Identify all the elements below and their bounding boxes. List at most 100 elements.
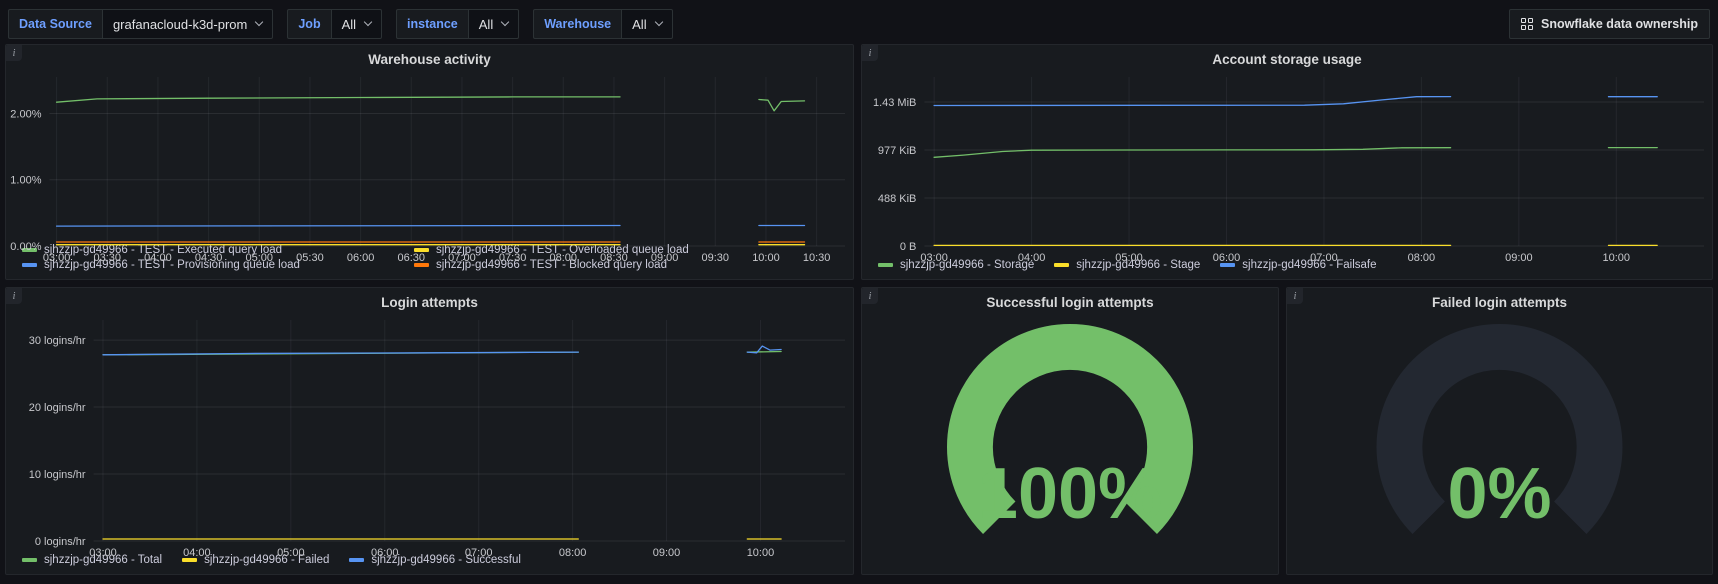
panel-info-icon[interactable]: i [1287,288,1303,304]
legend-item[interactable]: sjhzzjp-gd49966 - Storage [878,259,1034,271]
account-storage-plot[interactable]: 03:00 04:00 05:00 06:00 07:00 08:00 09:00 10:00… [862,69,1712,264]
legend-swatch-icon [22,558,37,562]
var-value-datasource: grafanacloud-k3d-prom [112,16,248,32]
legend-swatch-icon [414,248,429,252]
svg-text:03:00: 03:00 [920,252,948,264]
svg-text:03:00: 03:00 [43,252,71,264]
svg-text:08:00: 08:00 [559,547,587,559]
var-group-datasource: Data Source grafanacloud-k3d-prom [8,9,274,39]
legend-item[interactable]: sjhzzjp-gd49966 - TEST - Blocked query l… [414,259,786,271]
svg-text:07:30: 07:30 [499,252,527,264]
svg-text:06:00: 06:00 [347,252,375,264]
var-label-datasource: Data Source [8,9,102,39]
legend-swatch-icon [414,263,429,267]
svg-text:30 logins/hr: 30 logins/hr [29,335,86,347]
panel-title-warehouse-activity[interactable]: Warehouse activity [368,52,491,67]
svg-text:03:30: 03:30 [93,252,121,264]
svg-text:09:00: 09:00 [1505,252,1533,264]
successful-login-gauge: 100% [862,312,1278,574]
svg-text:09:00: 09:00 [653,547,681,559]
panel-info-icon[interactable]: i [862,288,878,304]
snowflake-data-ownership-button[interactable]: Snowflake data ownership [1509,9,1710,39]
svg-text:10:00: 10:00 [752,252,780,264]
legend-item[interactable]: sjhzzjp-gd49966 - TEST - Overloaded queu… [414,244,786,256]
chevron-down-icon [363,17,373,27]
legend-label: sjhzzjp-gd49966 - TEST - Overloaded queu… [436,244,689,256]
legend-item[interactable]: sjhzzjp-gd49966 - TEST - Executed query … [22,244,394,256]
var-group-warehouse: Warehouse All [533,9,673,39]
legend-swatch-icon [182,558,198,562]
var-label-warehouse: Warehouse [533,9,622,39]
grid-icon [1521,18,1534,30]
var-select-datasource[interactable]: grafanacloud-k3d-prom [101,9,274,39]
panel-title-login-attempts[interactable]: Login attempts [381,295,478,310]
svg-text:04:30: 04:30 [195,252,223,264]
var-group-instance: instance All [396,9,520,39]
legend-label: sjhzzjp-gd49966 - TEST - Blocked query l… [436,259,667,271]
chart-legend: sjhzzjp-gd49966 - Storage sjhzzjp-gd49966… [862,256,1712,279]
panel-title-failed-login-attempts[interactable]: Failed login attempts [1431,295,1567,310]
legend-item[interactable]: sjhzzjp-gd49966 - Failed [182,554,329,566]
svg-text:20 logins/hr: 20 logins/hr [29,402,86,414]
login-attempts-plot[interactable]: 03:00 04:00 05:00 06:00 07:00 08:00 09:00 10:00… [6,312,853,559]
svg-text:0%: 0% [1447,454,1551,534]
legend-label: sjhzzjp-gd49966 - Storage [900,259,1035,271]
panel-info-icon[interactable]: i [6,45,22,61]
legend-swatch-icon [22,248,37,252]
svg-text:05:30: 05:30 [296,252,324,264]
svg-text:04:00: 04:00 [144,252,172,264]
panel-info-icon[interactable]: i [6,288,22,304]
legend-item[interactable]: sjhzzjp-gd49966 - Stage [1054,259,1200,271]
svg-text:06:00: 06:00 [371,547,399,559]
warehouse-activity-plot[interactable]: 03:00 03:30 04:00 04:30 05:00 05:30 06:00 06:30… [6,69,853,264]
legend-label: sjhzzjp-gd49966 - Failsafe [1242,259,1377,271]
legend-item[interactable]: sjhzzjp-gd49966 - Failsafe [1220,259,1377,271]
svg-text:10:00: 10:00 [747,547,775,559]
svg-text:10:00: 10:00 [1603,252,1631,264]
svg-text:06:30: 06:30 [398,252,426,264]
svg-text:0 logins/hr: 0 logins/hr [35,536,86,548]
panel-login-attempts: i Login attempts 03:00 04:00 05:00 06:00 07:… [5,287,854,575]
legend-label: sjhzzjp-gd49966 - Total [44,554,163,566]
var-value-warehouse: All [632,16,647,32]
var-group-job: Job All [287,9,383,39]
svg-text:0 B: 0 B [900,241,917,253]
svg-text:04:00: 04:00 [183,547,211,559]
legend-label: sjhzzjp-gd49966 - TEST - Executed query … [44,244,283,256]
svg-text:05:00: 05:00 [246,252,274,264]
var-label-instance: instance [396,9,468,39]
svg-text:08:00: 08:00 [1408,252,1436,264]
svg-text:08:00: 08:00 [550,252,578,264]
svg-text:05:00: 05:00 [277,547,305,559]
failed-login-gauge: 0% [1287,312,1712,574]
dashboard-grid: i Warehouse activity 03:00 03:30 04:00 04:3… [0,44,1718,575]
legend-item[interactable]: sjhzzjp-gd49966 - TEST - Provisioning qu… [22,259,394,271]
svg-text:05:00: 05:00 [1115,252,1143,264]
panel-info-icon[interactable]: i [862,45,878,61]
var-select-job[interactable]: All [330,9,383,39]
var-value-job: All [341,16,357,32]
svg-text:100%: 100% [978,454,1162,534]
var-select-instance[interactable]: All [467,9,520,39]
var-select-warehouse[interactable]: All [621,9,673,39]
chevron-down-icon [654,17,663,27]
row-1: i Warehouse activity 03:00 03:30 04:00 04:3… [5,44,1713,280]
legend-label: sjhzzjp-gd49966 - Successful [371,554,521,566]
chevron-down-icon [500,17,510,27]
legend-label: sjhzzjp-gd49966 - Failed [204,554,330,566]
var-label-job: Job [287,9,331,39]
panel-title-successful-login-attempts[interactable]: Successful login attempts [986,295,1154,310]
svg-text:06:00: 06:00 [1213,252,1241,264]
legend-item[interactable]: sjhzzjp-gd49966 - Successful [349,554,521,566]
panel-title-account-storage-usage[interactable]: Account storage usage [1212,52,1362,67]
svg-text:1.00%: 1.00% [10,175,41,187]
svg-text:10:30: 10:30 [803,252,831,264]
svg-text:09:30: 09:30 [702,252,730,264]
svg-text:488 KiB: 488 KiB [878,193,917,205]
svg-text:09:00: 09:00 [651,252,679,264]
legend-swatch-icon [1054,263,1070,267]
svg-text:1.43 MiB: 1.43 MiB [873,97,916,109]
chart-legend: sjhzzjp-gd49966 - Total sjhzzjp-gd49966 -… [6,551,853,574]
svg-text:10 logins/hr: 10 logins/hr [29,469,86,481]
legend-item[interactable]: sjhzzjp-gd49966 - Total [22,554,162,566]
